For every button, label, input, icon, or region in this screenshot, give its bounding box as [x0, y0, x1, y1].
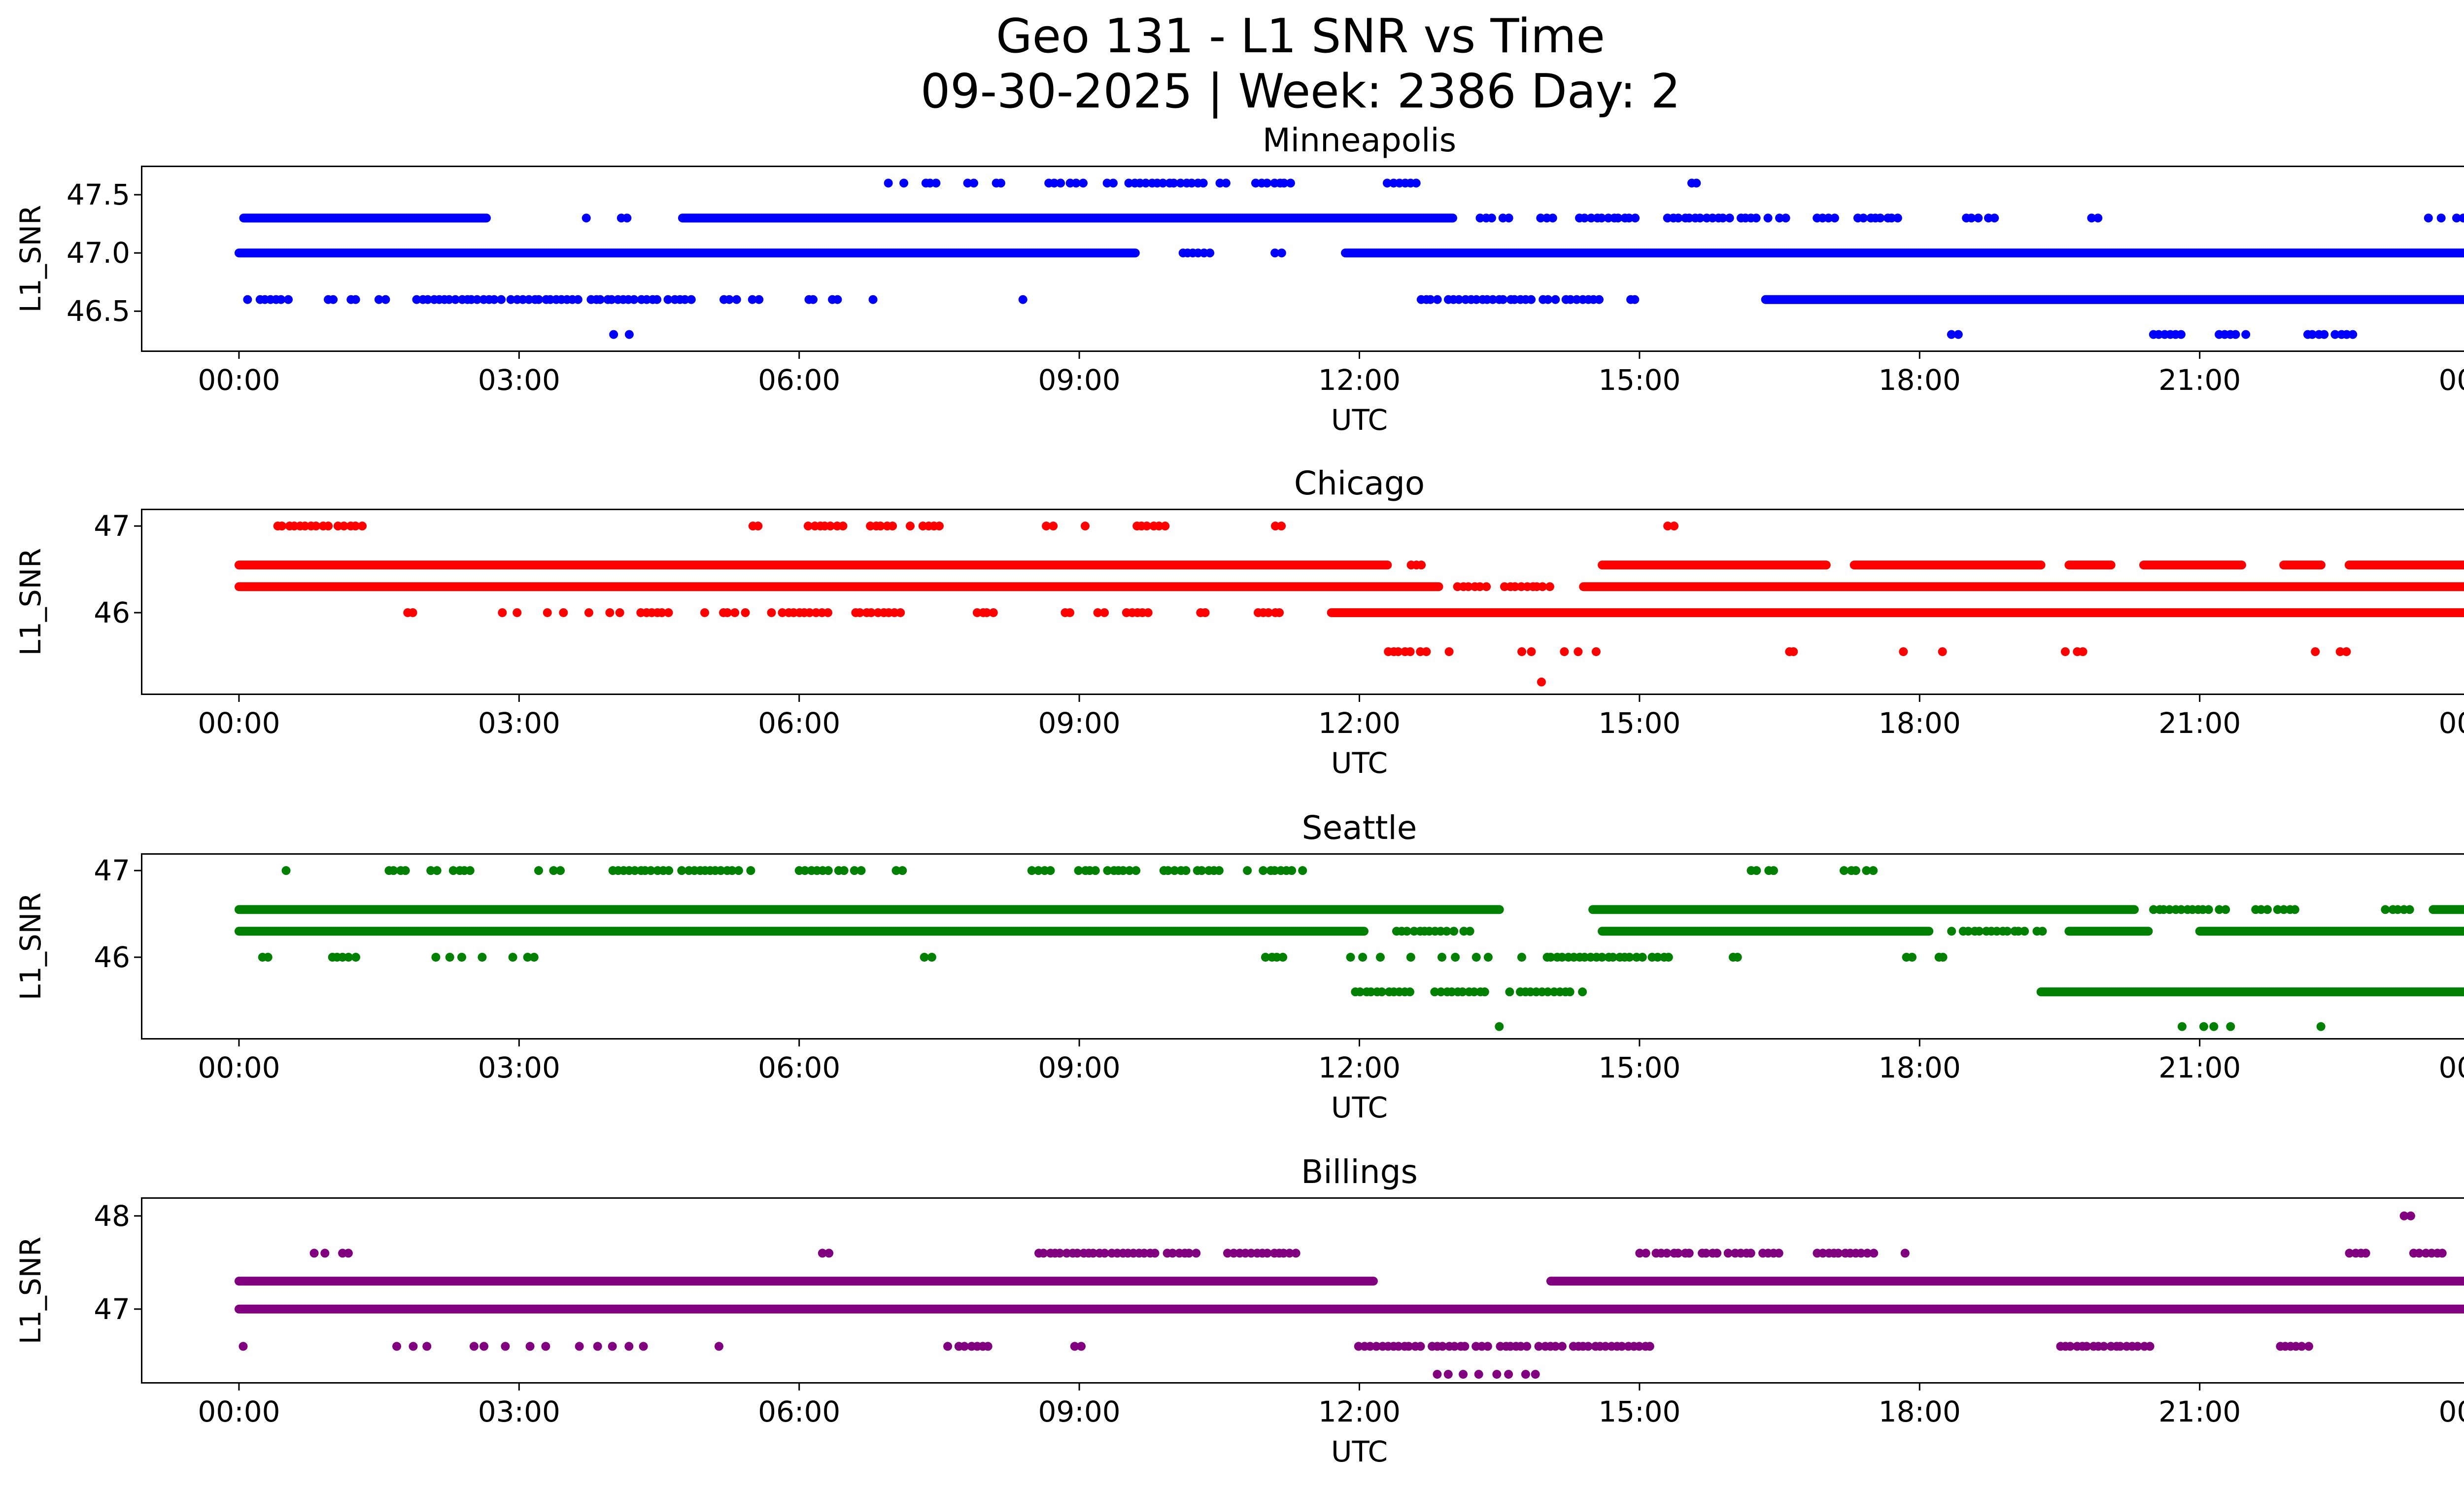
series-46	[258, 952, 1948, 962]
x-tick-label: 00:00	[198, 1051, 280, 1084]
x-tick-label: 00:00	[2438, 1395, 2464, 1428]
subplot-title: Chicago	[1294, 464, 1425, 502]
subplot-title: Billings	[1301, 1153, 1418, 1191]
y-tick-label: 47	[94, 509, 130, 543]
figure-title: Geo 131 - L1 SNR vs Time	[996, 9, 1605, 64]
series-45.2	[1537, 677, 1546, 687]
x-tick-label: 00:00	[2438, 1051, 2464, 1084]
x-axis-label: UTC	[1331, 1435, 1388, 1468]
x-axis-label: UTC	[1331, 403, 1388, 437]
tick-marks	[134, 869, 2201, 1046]
x-tick-label: 03:00	[478, 706, 560, 740]
subplot-billings: Billings 48 47 00:00 03:00 06:00 09:00 12:00 15:…	[0, 1150, 2464, 1475]
series-46	[403, 608, 2464, 617]
x-tick-label: 06:00	[758, 706, 841, 740]
x-tick-label: 06:00	[758, 1395, 841, 1428]
series-47	[234, 248, 2464, 258]
x-tick-label: 12:00	[1318, 1051, 1401, 1084]
x-tick-label: 15:00	[1598, 706, 1681, 740]
series-48	[2399, 1211, 2415, 1220]
y-tick-label: 48	[94, 1199, 130, 1233]
scatter-canvas-billings	[134, 1197, 2464, 1391]
x-tick-label: 21:00	[2158, 706, 2241, 740]
y-axis-label: L1_SNR	[14, 548, 47, 656]
x-tick-label: 21:00	[2158, 1051, 2241, 1084]
y-tick-label: 46	[94, 595, 130, 629]
series-46.3	[609, 330, 2358, 339]
x-tick-label: 18:00	[1878, 363, 1961, 397]
x-tick-label: 03:00	[478, 1051, 560, 1084]
tick-marks	[134, 525, 2201, 702]
y-tick-label: 47	[94, 1292, 130, 1326]
x-tick-label: 21:00	[2158, 1395, 2241, 1428]
scatter-canvas-chicago	[134, 509, 2464, 702]
axes-border	[141, 166, 2464, 352]
x-tick-label: 00:00	[2438, 706, 2464, 740]
subplot-title: Seattle	[1301, 809, 1417, 847]
subplot-chicago: Chicago 47 46 00:00 03:00 06:00 09:00 12:00 15:0…	[0, 461, 2464, 787]
series-47.6	[884, 178, 1701, 188]
figure-subtitle: 09-30-2025 | Week: 2386 Day: 2	[920, 65, 1681, 119]
x-tick-label: 15:00	[1598, 363, 1681, 397]
x-tick-label: 09:00	[1038, 1051, 1121, 1084]
x-tick-label: 15:00	[1598, 1395, 1681, 1428]
series-47.3	[239, 213, 2464, 223]
y-axis-label: L1_SNR	[14, 205, 47, 313]
tick-marks	[134, 1215, 2201, 1391]
y-tick-label: 46.5	[66, 294, 130, 328]
series-46.6	[239, 1342, 2313, 1351]
x-tick-label: 18:00	[1878, 1395, 1961, 1428]
series-46.3	[234, 582, 2464, 591]
x-tick-label: 06:00	[758, 1051, 841, 1084]
x-axis-label: UTC	[1331, 746, 1388, 780]
x-tick-label: 21:00	[2158, 363, 2241, 397]
y-tick-label: 47	[94, 854, 130, 888]
series-45.6	[1351, 987, 2464, 997]
series-46.55	[234, 560, 2464, 570]
x-tick-label: 18:00	[1878, 1051, 1961, 1084]
x-tick-label: 06:00	[758, 363, 841, 397]
axes-border	[141, 509, 2464, 695]
x-tick-label: 12:00	[1318, 1395, 1401, 1428]
tick-marks	[134, 194, 2201, 359]
x-tick-label: 03:00	[478, 363, 560, 397]
x-tick-label: 12:00	[1318, 363, 1401, 397]
x-tick-label: 00:00	[2438, 363, 2464, 397]
x-tick-label: 03:00	[478, 1395, 560, 1428]
scatter-canvas-minneapolis	[134, 166, 2464, 359]
subplot-title: Minneapolis	[1262, 121, 1457, 159]
x-axis-label: UTC	[1331, 1091, 1388, 1124]
y-tick-label: 46	[94, 940, 130, 974]
series-46.3	[1433, 1370, 1540, 1379]
series-47	[273, 522, 1679, 531]
subplot-minneapolis: Minneapolis 47.5 47.0 46.5 00:00 03:00 06:00 09…	[0, 118, 2464, 444]
series-47.6	[309, 1249, 2447, 1258]
series-47	[281, 866, 1878, 875]
x-tick-label: 09:00	[1038, 706, 1121, 740]
y-tick-label: 47.5	[66, 178, 130, 212]
series-45.55	[1384, 647, 2351, 657]
axes-border	[141, 853, 2464, 1040]
series-46.55	[234, 905, 2464, 914]
x-tick-label: 00:00	[198, 706, 280, 740]
y-axis-label: L1_SNR	[14, 1236, 47, 1345]
x-tick-label: 12:00	[1318, 706, 1401, 740]
x-tick-label: 00:00	[198, 363, 280, 397]
x-tick-label: 09:00	[1038, 1395, 1121, 1428]
series-46.3	[234, 927, 2464, 936]
axes-border	[141, 1197, 2464, 1384]
x-tick-label: 09:00	[1038, 363, 1121, 397]
series-46.6	[243, 295, 2464, 304]
x-tick-label: 15:00	[1598, 1051, 1681, 1084]
x-tick-label: 18:00	[1878, 706, 1961, 740]
y-axis-label: L1_SNR	[14, 892, 47, 1001]
y-tick-label: 47.0	[66, 236, 130, 270]
x-tick-label: 00:00	[198, 1395, 280, 1428]
subplot-seattle: Seattle 47 46 00:00 03:00 06:00 09:00 12:00 15:0…	[0, 806, 2464, 1131]
scatter-canvas-seattle	[134, 853, 2464, 1046]
series-45.2	[1495, 1022, 2326, 1031]
